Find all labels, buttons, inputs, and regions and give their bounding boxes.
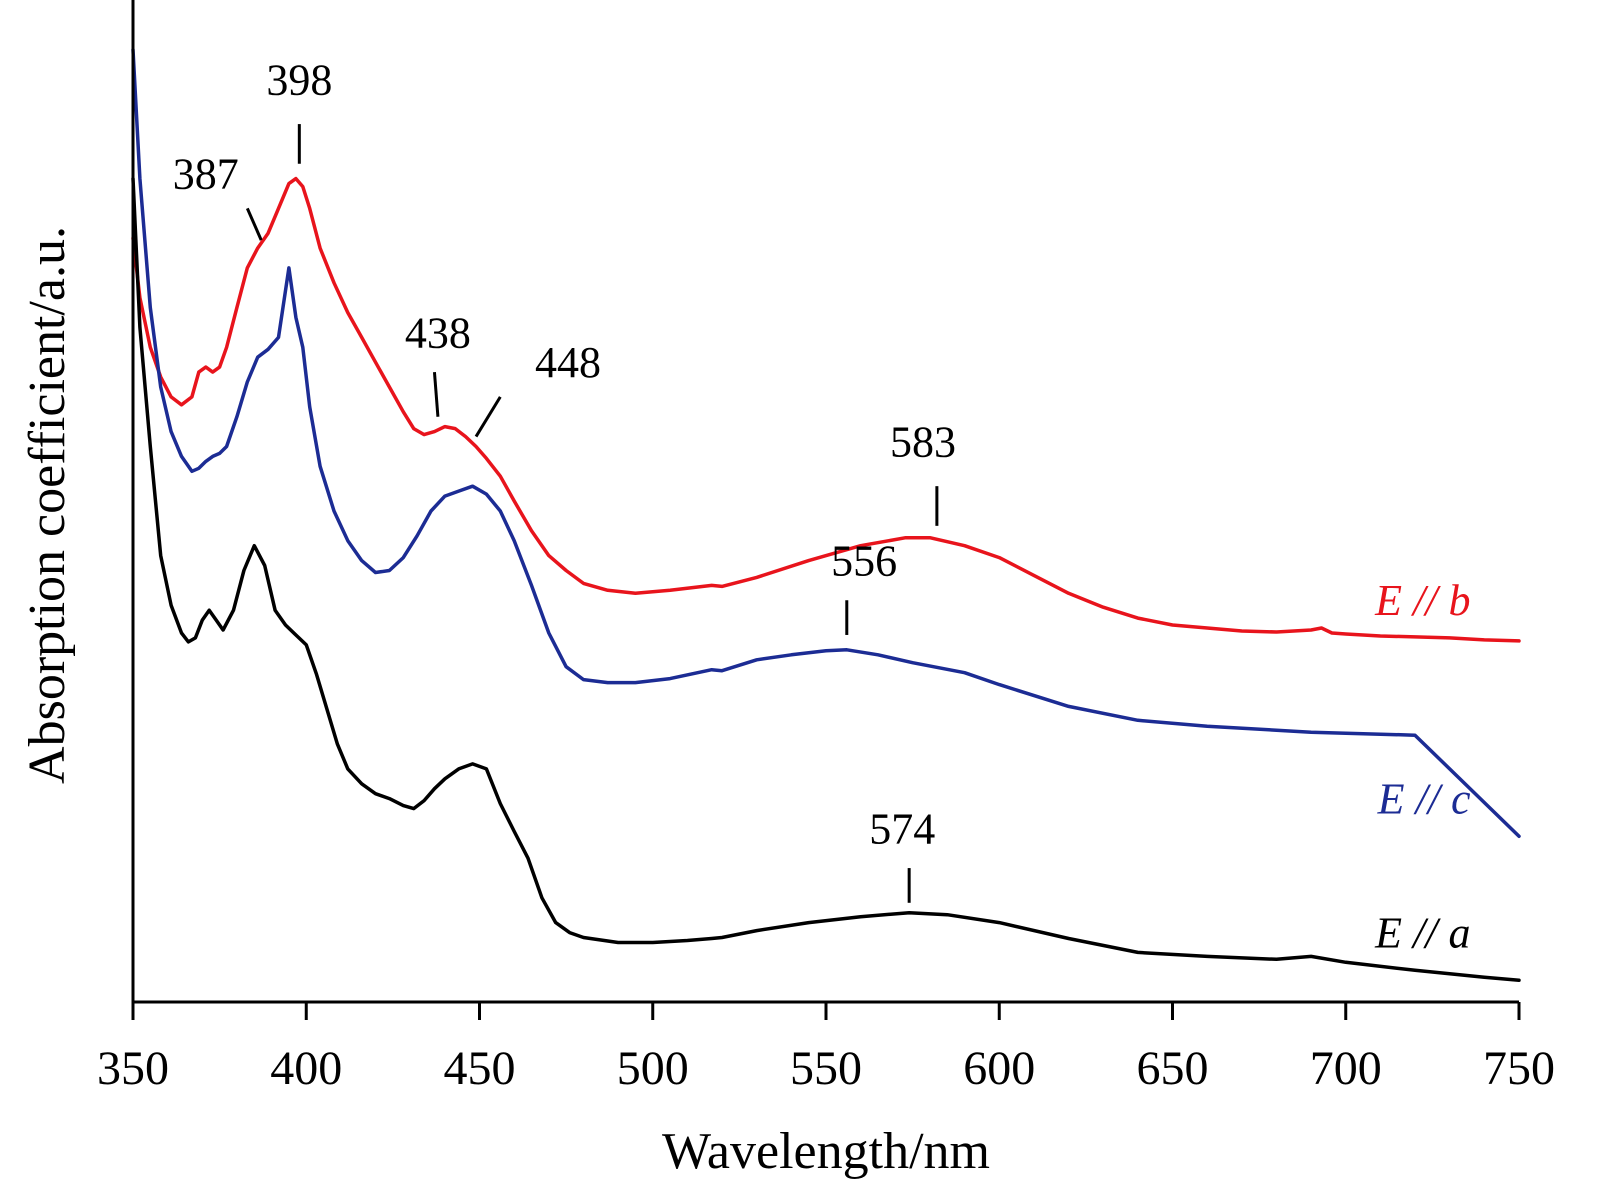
series-line xyxy=(131,176,1521,643)
series-line xyxy=(131,176,1521,982)
peak-marker-line xyxy=(432,371,440,417)
y-axis-title: Absorption coefficient/a.u. xyxy=(19,226,76,784)
peak-label: 387 xyxy=(173,150,239,199)
peak-label: 398 xyxy=(266,55,332,104)
peak-label: 438 xyxy=(405,308,471,357)
x-axis-ticks: 350 400 450 500 550 600 650 700 750 xyxy=(97,1002,1555,1095)
series-labels: E // b E // c E // a xyxy=(1374,576,1471,957)
x-tick-label: 700 xyxy=(1310,1042,1382,1095)
x-tick-label: 750 xyxy=(1483,1042,1555,1095)
x-tick-label: 450 xyxy=(444,1042,516,1095)
x-tick-label: 600 xyxy=(963,1042,1035,1095)
series-label: E // c xyxy=(1377,775,1471,824)
plot-lines xyxy=(131,47,1521,982)
series-label: E // b xyxy=(1374,576,1470,625)
x-tick-label: 550 xyxy=(790,1042,862,1095)
x-tick-label: 350 xyxy=(97,1042,169,1095)
peak-label: 556 xyxy=(831,536,897,585)
series-label: E // a xyxy=(1374,908,1470,957)
peak-label: 583 xyxy=(890,417,956,466)
x-tick-label: 400 xyxy=(270,1042,342,1095)
x-tick-label: 500 xyxy=(617,1042,689,1095)
peak-marker-line xyxy=(474,396,502,438)
x-axis-title: Wavelength/nm xyxy=(662,1123,990,1180)
peak-annotations: 398 387 438 448 583 556 574 xyxy=(173,55,956,903)
peak-label: 448 xyxy=(535,338,601,387)
series-line xyxy=(131,47,1521,839)
peak-label: 574 xyxy=(869,804,935,853)
peak-marker-line xyxy=(245,207,263,241)
x-tick-label: 650 xyxy=(1137,1042,1209,1095)
